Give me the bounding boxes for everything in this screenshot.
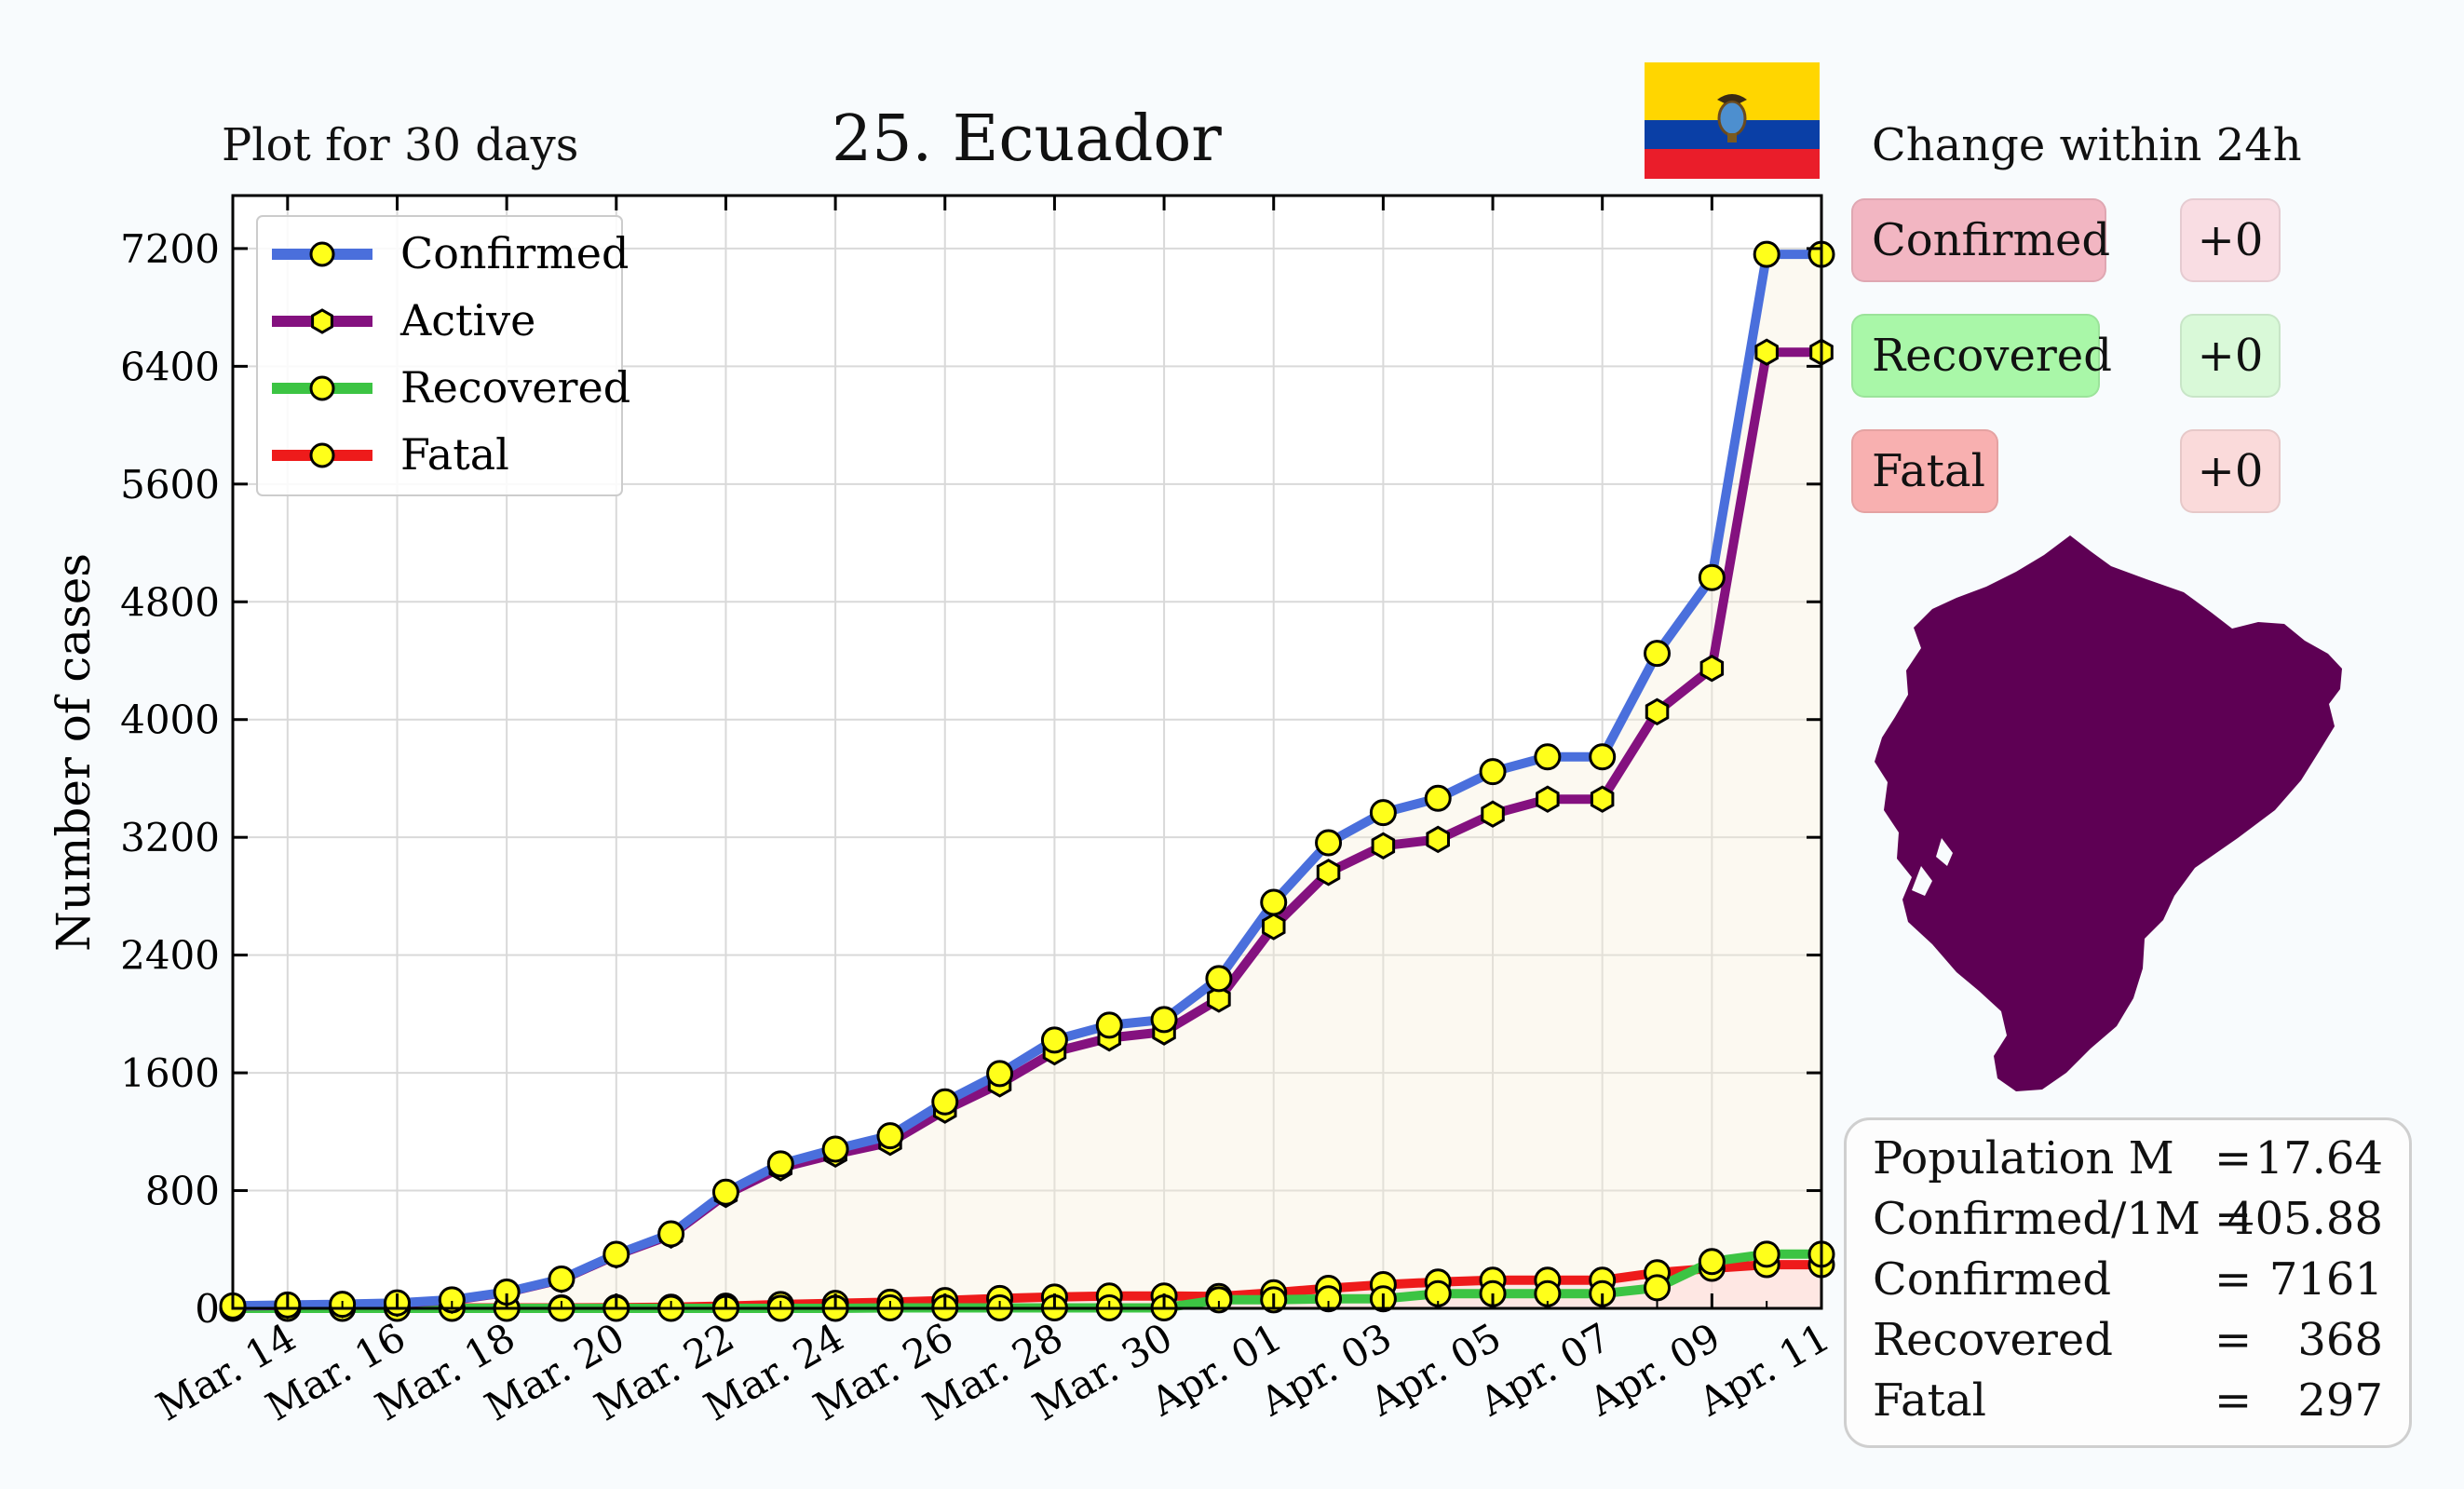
confirmed-point xyxy=(657,1220,685,1248)
y-tick-label: 0 xyxy=(195,1286,220,1332)
confirmed-point xyxy=(1589,743,1617,771)
recovered-change-label: Recovered xyxy=(1851,314,2112,398)
y-tick-label: 4000 xyxy=(120,697,220,743)
confirmed-point xyxy=(1753,240,1780,268)
confirmed-point xyxy=(1369,799,1397,827)
stat-row-recovered: Recovered = 368 xyxy=(1873,1314,2383,1366)
stat-row-confirmed-per-1m: Confirmed/1M = 405.88 xyxy=(1873,1193,2383,1245)
stats-panel: Population M = 17.64 Confirmed/1M = 405.… xyxy=(1844,1117,2412,1448)
legend-confirmed-marker xyxy=(309,241,335,267)
stat-row-population: Population M = 17.64 xyxy=(1873,1132,2383,1184)
legend-recovered-marker xyxy=(309,375,335,401)
recovered-point xyxy=(1753,1240,1780,1268)
legend-confirmed-label: Confirmed xyxy=(400,228,629,278)
confirmed-point xyxy=(821,1135,849,1163)
flag-emblem-icon xyxy=(1717,94,1747,142)
active-point xyxy=(1536,785,1560,813)
active-point xyxy=(1262,913,1286,941)
recovered-point xyxy=(1205,1286,1233,1314)
confirmed-change-label: Confirmed xyxy=(1851,198,2110,282)
recovered-point xyxy=(1644,1274,1672,1302)
legend-recovered-label: Recovered xyxy=(400,362,630,413)
active-point xyxy=(1481,800,1505,828)
recovered-change-value: +0 xyxy=(2180,314,2281,398)
y-tick-label: 6400 xyxy=(120,344,220,389)
active-point xyxy=(1754,338,1779,366)
confirmed-point xyxy=(1644,640,1672,668)
y-tick-label: 3200 xyxy=(120,815,220,860)
fatal-change-value: +0 xyxy=(2180,429,2281,513)
y-tick-label: 800 xyxy=(145,1169,220,1214)
confirmed-point xyxy=(711,1178,739,1206)
y-tick-labels: 0 800 1600 2400 3200 4000 4800 5600 6400 7200 xyxy=(120,226,220,1332)
confirmed-point xyxy=(1315,829,1343,857)
confirmed-point xyxy=(438,1286,466,1314)
confirmed-point xyxy=(1534,743,1562,771)
legend-fatal-marker xyxy=(309,442,335,468)
legend-box xyxy=(256,215,623,496)
active-point xyxy=(1371,832,1396,860)
y-tick-label: 2400 xyxy=(120,933,220,979)
active-point xyxy=(1645,697,1670,726)
confirmed-point xyxy=(548,1266,575,1293)
legend: Confirmed Active Recovered Fatal xyxy=(256,215,630,496)
active-point xyxy=(1316,859,1341,887)
stat-row-fatal: Fatal = 297 xyxy=(1873,1374,2383,1427)
confirmed-point xyxy=(1698,563,1726,591)
legend-active-label: Active xyxy=(399,295,535,345)
confirmed-point xyxy=(1150,1006,1178,1034)
confirmed-point xyxy=(1424,784,1452,812)
confirmed-point xyxy=(931,1088,959,1116)
y-tick-label: 5600 xyxy=(120,462,220,508)
active-point xyxy=(1699,654,1725,683)
legend-fatal-label: Fatal xyxy=(400,429,509,480)
confirmed-point xyxy=(1479,758,1507,786)
active-point xyxy=(1590,785,1615,813)
confirmed-point xyxy=(986,1060,1014,1088)
change-title: Change within 24h xyxy=(1872,119,2302,171)
fatal-change-label: Fatal xyxy=(1851,429,1998,513)
active-point xyxy=(1426,825,1450,854)
confirmed-point xyxy=(1260,888,1288,916)
confirmed-point xyxy=(1040,1026,1068,1054)
y-tick-label: 1600 xyxy=(120,1050,220,1096)
plot-frame xyxy=(231,194,1823,1310)
confirmed-point xyxy=(602,1240,630,1268)
confirmed-area xyxy=(233,254,1821,1309)
plot-period-note: Plot for 30 days xyxy=(222,119,579,171)
y-axis-label: Number of cases xyxy=(47,553,101,952)
active-point xyxy=(1207,985,1231,1013)
confirmed-point xyxy=(1095,1011,1123,1039)
confirmed-point xyxy=(766,1150,794,1178)
confirmed-change-value: +0 xyxy=(2180,198,2281,282)
recovered-point xyxy=(1698,1248,1726,1276)
confirmed-point xyxy=(876,1122,904,1150)
y-tick-label: 4800 xyxy=(120,579,220,625)
axis-ticks xyxy=(232,196,1823,1310)
chart-title: 25. Ecuador xyxy=(832,102,1222,176)
stat-row-confirmed: Confirmed = 7161 xyxy=(1873,1253,2383,1306)
y-tick-label: 7200 xyxy=(120,226,220,272)
legend-active-marker xyxy=(311,308,333,334)
ecuador-map-icon xyxy=(1875,535,2342,1091)
recovered-point xyxy=(1315,1285,1343,1313)
ecuador-flag-icon xyxy=(1645,62,1820,179)
confirmed-point xyxy=(1205,965,1233,993)
